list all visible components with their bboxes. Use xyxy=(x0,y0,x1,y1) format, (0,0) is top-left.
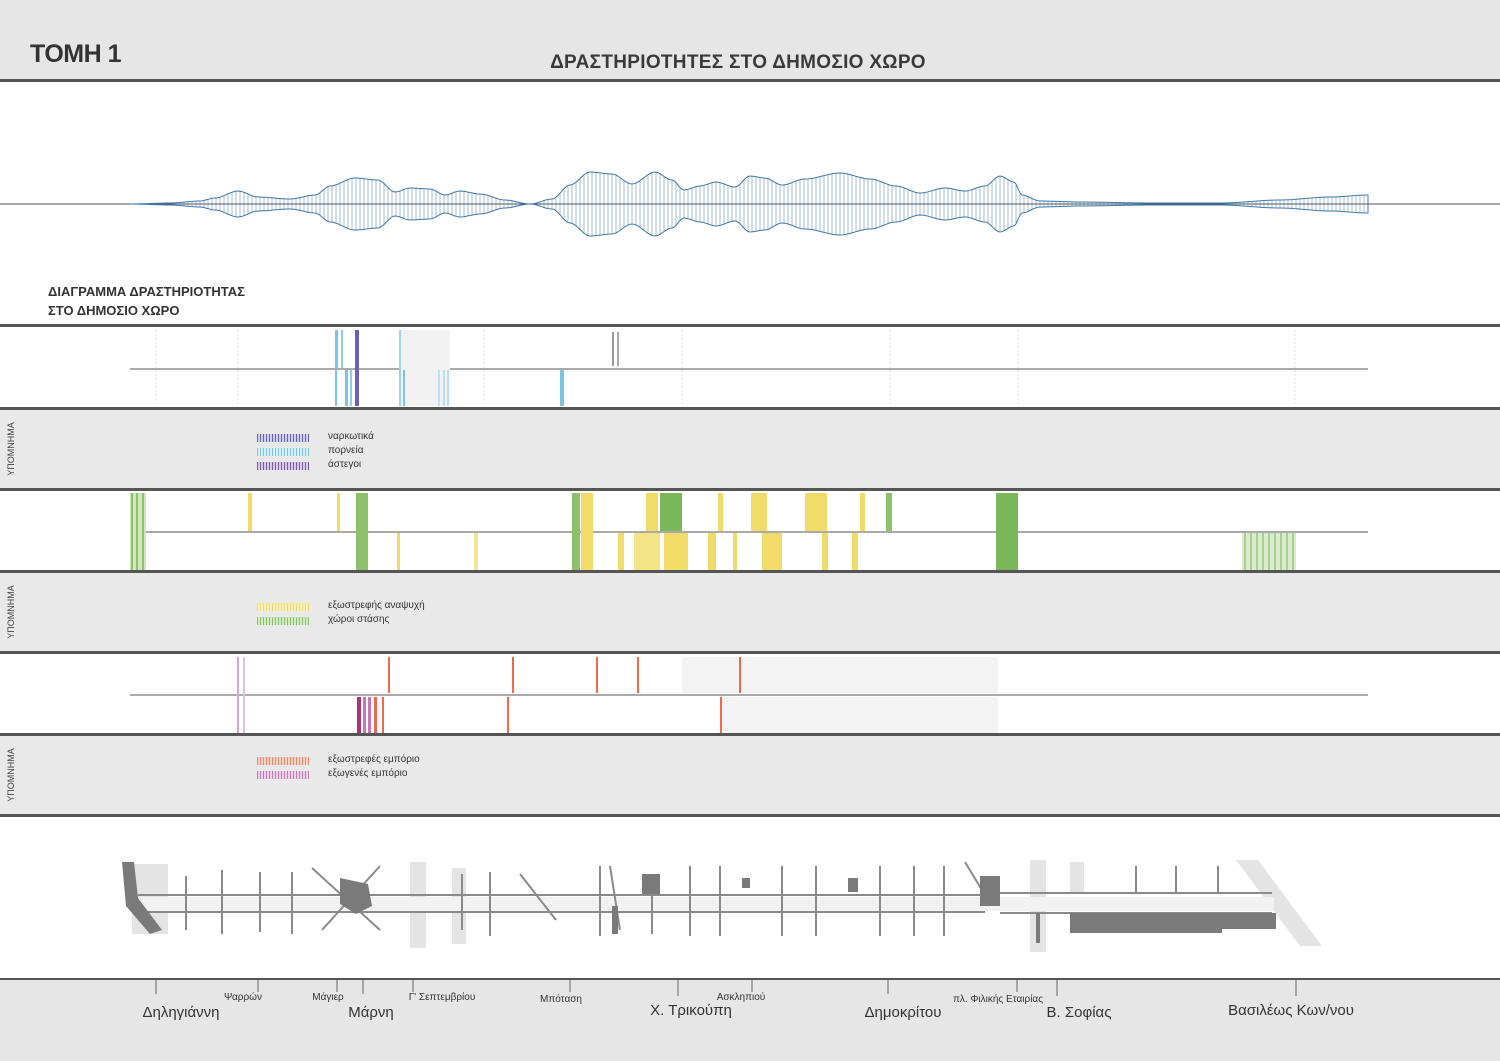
legend-item-drugs xyxy=(257,432,309,444)
street-label-marni: Μάρνη xyxy=(348,1004,394,1021)
street-label-vasileos-konstantinou: Βασιλέως Κων/νου xyxy=(1228,1002,1354,1019)
dotted-zone xyxy=(682,657,998,693)
divider xyxy=(0,79,1500,82)
street-label-psarron: Ψαρρών xyxy=(224,992,262,1003)
legend-item-prostitution xyxy=(257,446,309,458)
legend-label: πορνεία xyxy=(328,445,364,456)
street-label-asklipiou: Ασκληπιού xyxy=(716,992,766,1003)
commerce-marks xyxy=(237,657,741,733)
legend-label: χώροι στάσης xyxy=(328,614,390,625)
marginal-use-marks xyxy=(335,330,619,406)
divider xyxy=(0,488,1500,491)
legend-swatch xyxy=(257,462,309,470)
divider xyxy=(0,407,1500,410)
street-label-pl-filikis-etairias: πλ. Φιλικής Εταιρίας xyxy=(952,994,1044,1005)
legend-leisure xyxy=(22,573,1500,651)
legend-swatch xyxy=(257,617,309,625)
legend-label: ναρκωτικά xyxy=(328,431,374,442)
leisure-marks xyxy=(130,493,1296,571)
legend-label: εξωστρεφές εμπόριο xyxy=(328,754,420,765)
legend-item-rest-areas xyxy=(257,615,309,627)
legend-swatch xyxy=(257,448,309,456)
legend-item-homeless xyxy=(257,460,309,472)
caption-line-2: ΣΤΟ ΔΗΜΟΣΙΟ ΧΩΡΟ xyxy=(48,303,180,318)
caption-line-1: ΔΙΑΓΡΑΜΜΑ ΔΡΑΣΤΗΡΙΟΤΗΤΑΣ xyxy=(48,284,245,299)
page-title: ΤΟΜΗ 1 xyxy=(30,40,122,68)
main-avenue xyxy=(134,897,1274,911)
street-ticks xyxy=(155,980,1297,996)
street-guides xyxy=(155,330,1296,406)
plan-blocks xyxy=(122,862,1276,943)
legend-swatch xyxy=(257,757,309,765)
divider xyxy=(0,324,1500,327)
street-label-v-sofias: Β. Σοφίας xyxy=(1046,1004,1112,1021)
legend-swatch xyxy=(257,771,309,779)
legend-label: εξωστρεφής αναψυχή xyxy=(328,600,425,611)
street-label-ch-trikoupi: Χ. Τρικούπη xyxy=(650,1002,732,1019)
street-name-band: Δηληγιάννη Ψαρρών Μάγιερ Μάρνη Γ' Σεπτεμ… xyxy=(0,980,1500,1061)
legend-swatch xyxy=(257,434,309,442)
divider xyxy=(0,733,1500,736)
street-label-magier: Μάγιερ xyxy=(312,992,344,1003)
main-title: ΔΡΑΣΤΗΡΙΟΤΗΤΕΣ ΣΤΟ ΔΗΜΟΣΙΟ ΧΩΡΟ xyxy=(550,52,926,73)
legend-item-leisure xyxy=(257,601,309,613)
divider xyxy=(0,570,1500,573)
street-label-dimokritou: Δημοκρίτου xyxy=(864,1004,942,1021)
legend-item-outward-commerce xyxy=(257,755,309,767)
dotted-zone xyxy=(722,697,998,733)
divider xyxy=(0,814,1500,817)
street-label-dhligianni: Δηληγιάννη xyxy=(142,1004,220,1021)
header-band: ΤΟΜΗ 1 ΔΡΑΣΤΗΡΙΟΤΗΤΕΣ ΣΤΟ ΔΗΜΟΣΙΟ ΧΩΡΟ xyxy=(0,0,1500,80)
legend-label: εξωγενές εμπόριο xyxy=(328,768,408,779)
diagram-caption: ΔΙΑΓΡΑΜΜΑ ΔΡΑΣΤΗΡΙΟΤΗΤΑΣ ΣΤΟ ΔΗΜΟΣΙΟ ΧΩΡ… xyxy=(48,282,245,320)
divider xyxy=(0,978,1500,981)
legend-label: άστεγοι xyxy=(328,459,362,470)
street-label-g-septemvriou: Γ' Σεπτεμβρίου xyxy=(408,992,476,1003)
legend-swatch xyxy=(257,603,309,611)
divider xyxy=(0,651,1500,654)
dotted-zone xyxy=(400,330,450,406)
legend-item-exogenous-commerce xyxy=(257,769,309,781)
street-label-mpotasi: Μπόταση xyxy=(540,994,582,1005)
